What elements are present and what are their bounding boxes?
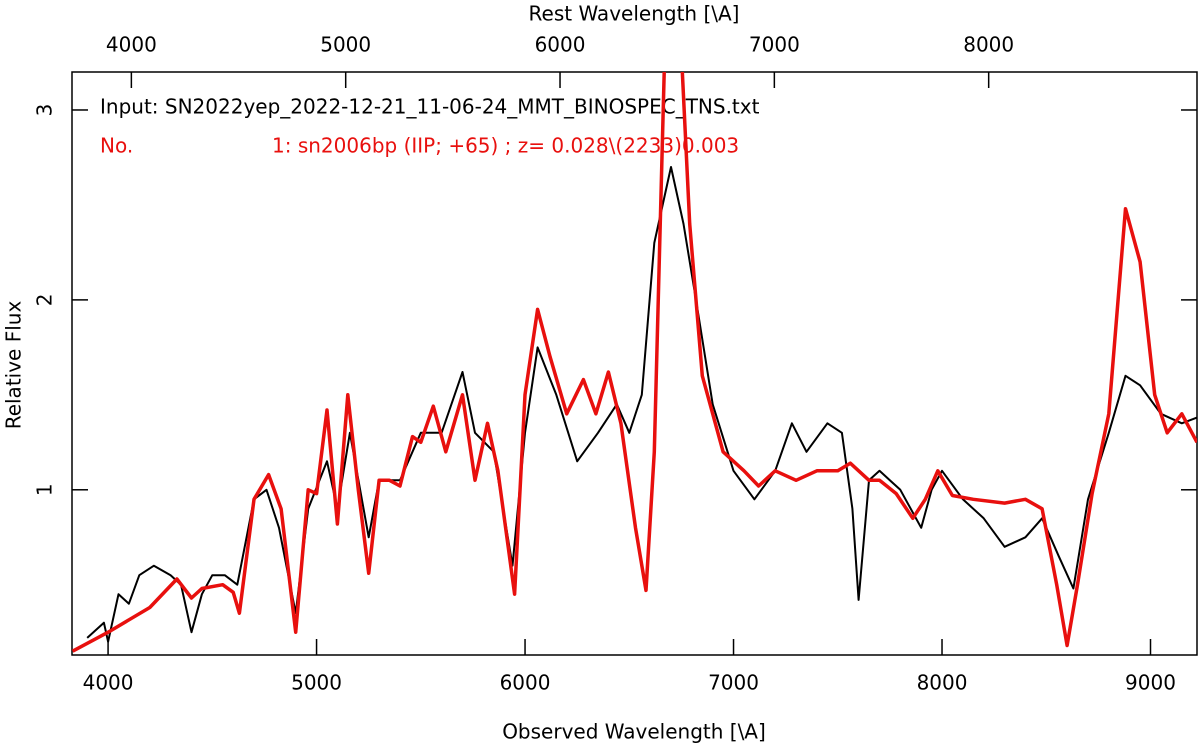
annotation: No. (100, 134, 133, 158)
y-axis-label: Relative Flux (2, 301, 26, 430)
x-tick-label: 4000 (83, 671, 134, 695)
plot-frame (71, 71, 1198, 656)
x-tick-label: 9000 (1125, 671, 1176, 695)
x2-tick-label: 5000 (320, 33, 371, 57)
x-axis-label: Observed Wavelength [\A] (502, 720, 766, 744)
x-tick-label: 6000 (500, 671, 551, 695)
annotation: Input: SN2022yep_2022-12-21_11-06-24_MMT… (100, 95, 760, 119)
x2-tick-label: 7000 (749, 33, 800, 57)
x2-tick-label: 4000 (106, 33, 157, 57)
x2-tick-label: 8000 (963, 33, 1014, 57)
x2-axis-label: Rest Wavelength [\A] (529, 2, 740, 26)
x-tick-label: 8000 (917, 671, 968, 695)
spectrum-line (72, 72, 1197, 653)
y-tick-label: 3 (33, 104, 57, 117)
x-tick-label: 5000 (291, 671, 342, 695)
x-tick-label: 7000 (708, 671, 759, 695)
y-tick-label: 2 (33, 294, 57, 307)
y-tick-label: 1 (33, 483, 57, 496)
x2-tick-label: 6000 (535, 33, 586, 57)
annotation: 1: sn2006bp (IIP; +65) ; z= 0.028\(2233)… (272, 134, 739, 158)
